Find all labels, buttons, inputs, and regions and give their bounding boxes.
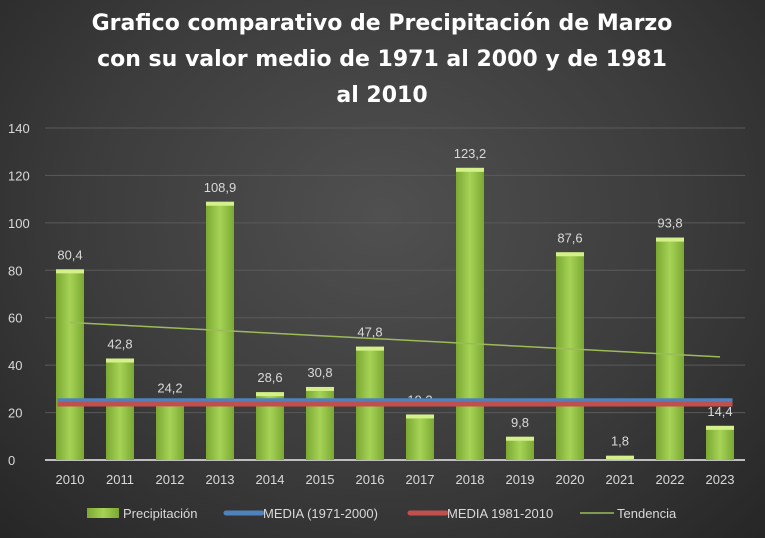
x-tick-label: 2020 xyxy=(556,472,585,487)
x-tick-label: 2013 xyxy=(206,472,235,487)
bar-top-bevel xyxy=(656,237,684,242)
chart-title-line-1: Grafico comparativo de Precipitación de … xyxy=(92,11,673,36)
x-tick-label: 2012 xyxy=(156,472,185,487)
bar-top-bevel xyxy=(306,386,334,391)
y-tick-label: 140 xyxy=(8,121,30,136)
bar-top-bevel xyxy=(206,201,234,206)
x-tick-label: 2022 xyxy=(656,472,685,487)
x-tick-label: 2023 xyxy=(706,472,735,487)
x-tick-label: 2017 xyxy=(406,472,435,487)
data-label: 80,4 xyxy=(57,247,82,262)
bar-2011 xyxy=(106,358,134,460)
chart-title-line-2: con su valor medio de 1971 al 2000 y de … xyxy=(97,47,667,72)
bar-2022 xyxy=(656,237,684,460)
y-tick-label: 20 xyxy=(8,406,22,421)
x-tick-label: 2010 xyxy=(56,472,85,487)
bar-top-bevel xyxy=(456,167,484,172)
bar-2023 xyxy=(706,425,734,460)
bar-top-bevel xyxy=(56,269,84,274)
bar-2015 xyxy=(306,386,334,460)
data-label: 28,6 xyxy=(257,370,282,385)
x-tick-label: 2021 xyxy=(606,472,635,487)
bar-2012 xyxy=(156,402,184,460)
data-label: 42,8 xyxy=(107,337,132,352)
data-label: 87,6 xyxy=(557,230,582,245)
bar-2019 xyxy=(506,436,534,460)
data-label: 14,4 xyxy=(707,404,732,419)
y-tick-label: 100 xyxy=(8,216,30,231)
data-label: 108,9 xyxy=(204,180,237,195)
legend-label: MEDIA 1981-2010 xyxy=(447,506,553,521)
y-tick-label: 40 xyxy=(8,358,22,373)
data-label: 1,8 xyxy=(611,434,629,449)
legend-swatch-precipitacion xyxy=(87,508,119,518)
legend-label: Precipitación xyxy=(123,506,197,521)
data-label: 9,8 xyxy=(511,415,529,430)
bar-top-bevel xyxy=(356,346,384,351)
bar-2017 xyxy=(406,414,434,460)
bar-top-bevel xyxy=(606,455,634,460)
x-tick-label: 2011 xyxy=(106,472,134,487)
chart-title-line-3: al 2010 xyxy=(336,83,427,108)
trend-line xyxy=(69,321,721,358)
bar-2018 xyxy=(456,167,484,460)
y-tick-label: 60 xyxy=(8,311,22,326)
y-tick-label: 0 xyxy=(8,453,15,468)
x-tick-label: 2016 xyxy=(356,472,385,487)
data-label: 123,2 xyxy=(454,146,487,161)
bar-2020 xyxy=(556,252,584,460)
legend-label: Tendencia xyxy=(617,506,677,521)
data-label: 93,8 xyxy=(657,216,682,231)
x-tick-label: 2015 xyxy=(306,472,335,487)
y-tick-label: 120 xyxy=(8,168,30,183)
x-tick-label: 2018 xyxy=(456,472,485,487)
bar-top-bevel xyxy=(256,392,284,397)
bar-top-bevel xyxy=(406,414,434,419)
bar-top-bevel xyxy=(506,436,534,441)
data-label: 30,8 xyxy=(307,365,332,380)
legend-label: MEDIA (1971-2000) xyxy=(263,506,378,521)
y-tick-label: 80 xyxy=(8,263,22,278)
bar-top-bevel xyxy=(556,252,584,257)
data-label: 47,8 xyxy=(357,325,382,340)
x-tick-label: 2019 xyxy=(506,472,535,487)
bar-top-bevel xyxy=(106,358,134,363)
data-label: 24,2 xyxy=(157,381,182,396)
bar-top-bevel xyxy=(706,425,734,430)
x-tick-label: 2014 xyxy=(256,472,285,487)
bar-2010 xyxy=(56,269,84,460)
